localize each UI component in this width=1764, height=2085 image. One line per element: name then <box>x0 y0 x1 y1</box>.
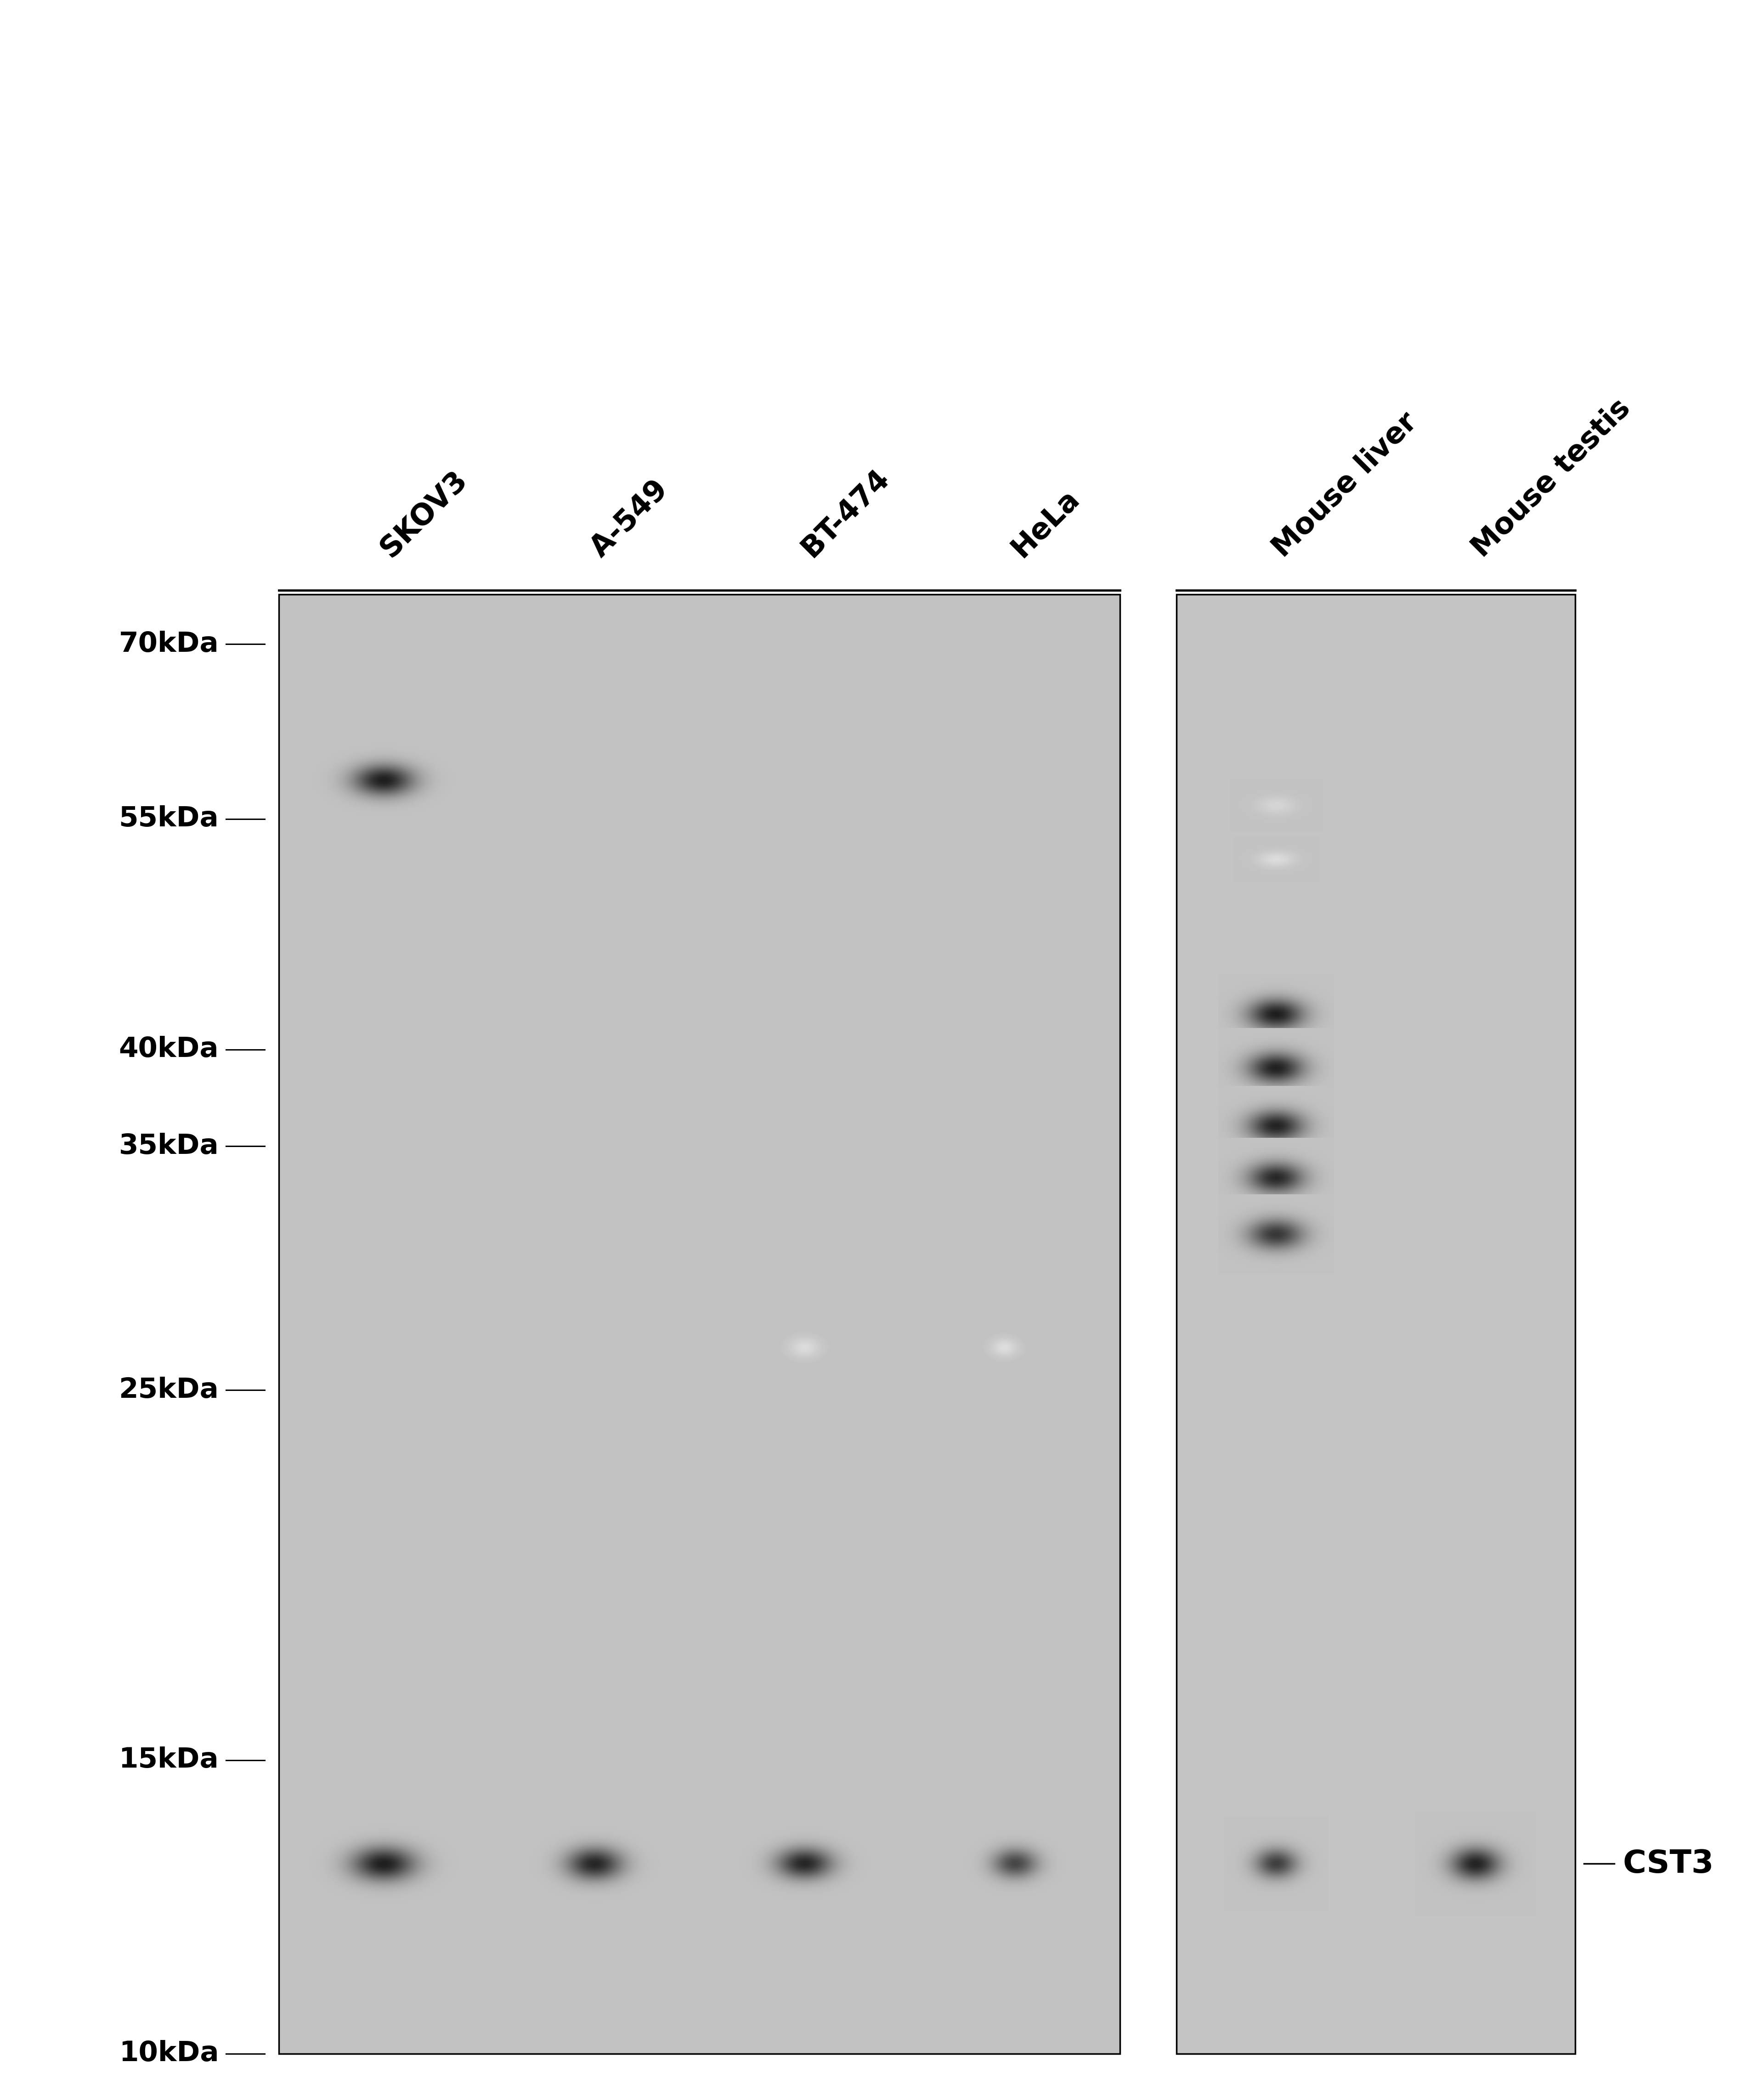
Text: BT-474: BT-474 <box>796 465 894 563</box>
Text: 55kDa: 55kDa <box>118 805 219 832</box>
Text: 70kDa: 70kDa <box>118 630 219 657</box>
Text: Mouse testis: Mouse testis <box>1468 394 1635 563</box>
Text: CST3: CST3 <box>1623 1847 1715 1879</box>
Bar <box>1177 594 1575 2054</box>
Text: SKOV3: SKOV3 <box>376 465 473 563</box>
Text: HeLa: HeLa <box>1005 484 1085 563</box>
Bar <box>279 594 1120 2054</box>
Text: 25kDa: 25kDa <box>118 1376 219 1403</box>
Text: Mouse liver: Mouse liver <box>1267 407 1424 563</box>
Text: 35kDa: 35kDa <box>118 1132 219 1159</box>
Text: 40kDa: 40kDa <box>118 1036 219 1063</box>
Text: A-549: A-549 <box>586 475 674 563</box>
Text: 15kDa: 15kDa <box>118 1747 219 1774</box>
Text: 10kDa: 10kDa <box>118 2041 219 2066</box>
